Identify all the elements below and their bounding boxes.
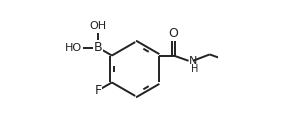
Text: OH: OH bbox=[90, 21, 107, 31]
Text: F: F bbox=[94, 84, 102, 97]
Text: O: O bbox=[169, 27, 179, 40]
Text: N: N bbox=[189, 56, 198, 66]
Text: H: H bbox=[191, 64, 198, 74]
Text: HO: HO bbox=[65, 43, 82, 53]
Text: B: B bbox=[94, 41, 103, 54]
